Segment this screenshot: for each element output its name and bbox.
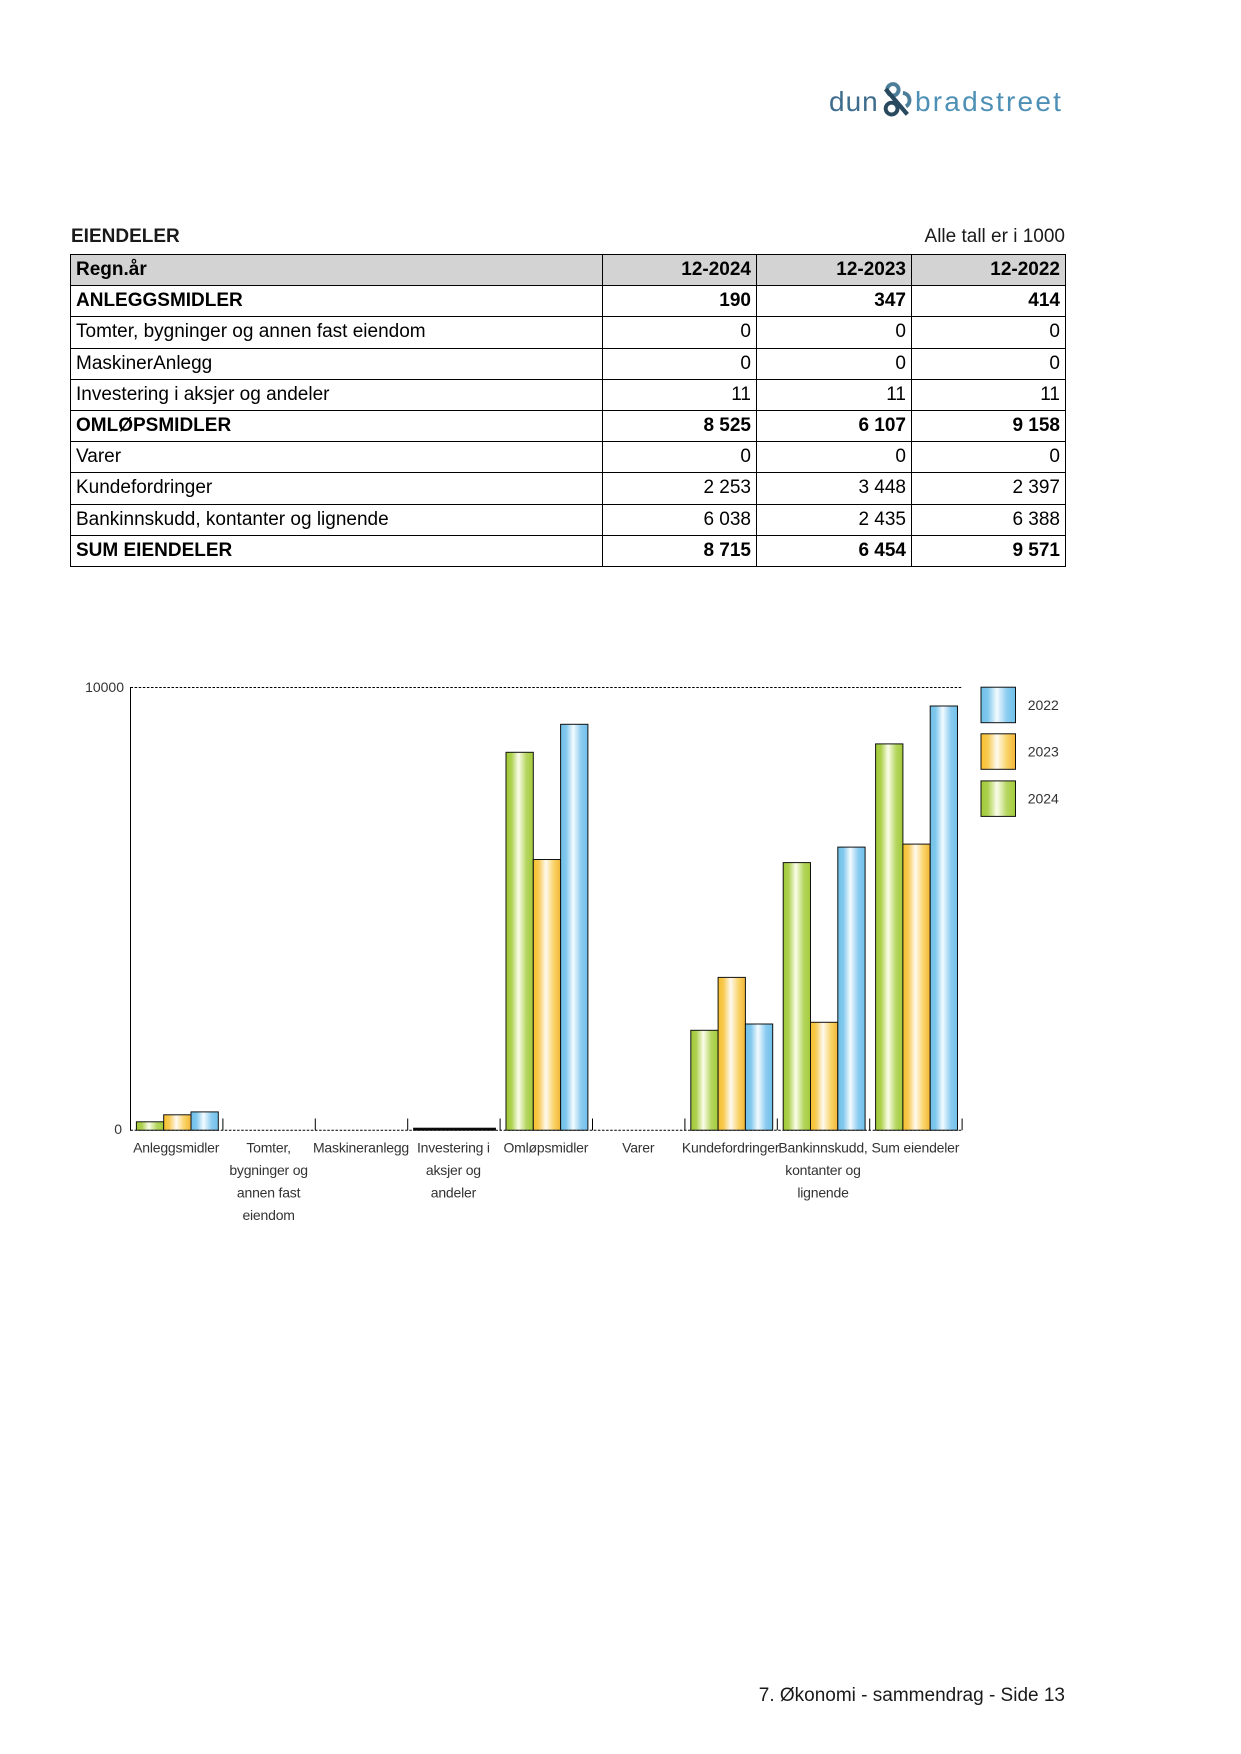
svg-text:eiendom: eiendom	[242, 1207, 294, 1223]
svg-text:Omløpsmidler: Omløpsmidler	[503, 1140, 588, 1156]
svg-text:aksjer og: aksjer og	[426, 1162, 481, 1178]
svg-text:Sum eiendeler: Sum eiendeler	[872, 1140, 960, 1156]
svg-text:lignende: lignende	[797, 1185, 849, 1201]
svg-text:Kundefordringer: Kundefordringer	[682, 1140, 780, 1156]
svg-text:Investering i: Investering i	[417, 1140, 490, 1156]
svg-text:2024: 2024	[1028, 791, 1059, 807]
svg-text:10000: 10000	[85, 679, 124, 695]
svg-text:Varer: Varer	[622, 1140, 655, 1156]
svg-text:kontanter og: kontanter og	[785, 1162, 860, 1178]
svg-text:dun: dun	[829, 86, 879, 117]
svg-text:0: 0	[114, 1121, 122, 1137]
svg-text:Bankinnskudd,: Bankinnskudd,	[778, 1140, 867, 1156]
svg-text:2022: 2022	[1028, 697, 1059, 713]
svg-text:bradstreet: bradstreet	[915, 86, 1063, 117]
svg-text:bygninger og: bygninger og	[229, 1162, 308, 1178]
svg-text:andeler: andeler	[431, 1185, 477, 1201]
svg-text:Maskineranlegg: Maskineranlegg	[313, 1140, 409, 1156]
svg-text:2023: 2023	[1028, 744, 1059, 760]
svg-text:Anleggsmidler: Anleggsmidler	[133, 1140, 220, 1156]
svg-text:annen fast: annen fast	[237, 1185, 301, 1201]
svg-text:Tomter,: Tomter,	[246, 1140, 291, 1156]
